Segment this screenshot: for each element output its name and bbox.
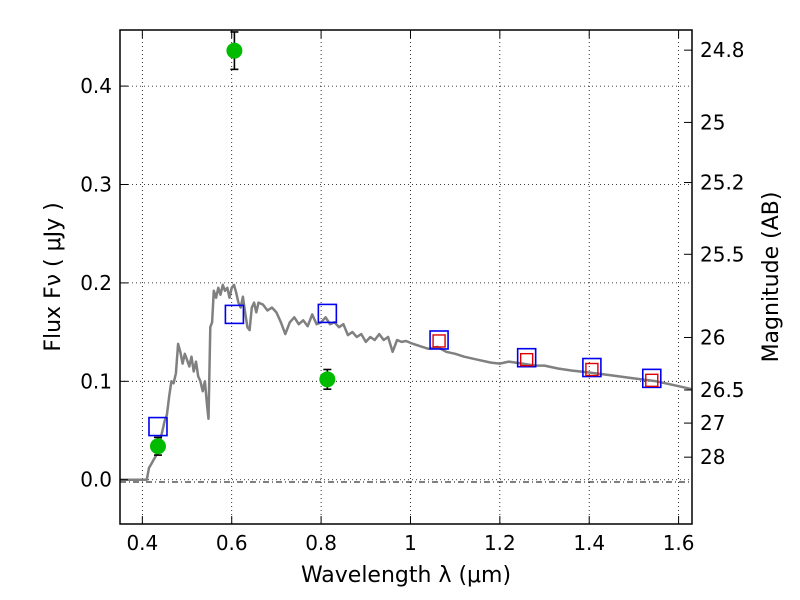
- x-axis-label: Wavelength λ (μm): [301, 563, 511, 588]
- x-tick-label: 0.4: [126, 531, 158, 555]
- green-point-marker: [319, 371, 336, 388]
- red-square-marker: [585, 362, 599, 377]
- y2-tick-label: 26: [700, 325, 725, 349]
- blue-square-marker: [429, 330, 449, 350]
- x-tick-label: 1: [404, 531, 417, 555]
- grid-layer: [120, 30, 692, 524]
- y-tick-label: 0.3: [80, 172, 112, 196]
- plot-frame: [119, 29, 693, 525]
- blue-square-marker: [516, 347, 537, 368]
- green-point-marker: [226, 42, 243, 59]
- x-tick-label: 1.6: [663, 531, 695, 555]
- blue-square-marker: [641, 368, 662, 389]
- y2-tick-label: 27: [700, 411, 725, 435]
- x-tick-label: 0.8: [305, 531, 337, 555]
- model-curve: [120, 283, 693, 481]
- x-tick-label: 0.6: [216, 531, 248, 555]
- y2-axis-label: Magnitude (AB): [759, 192, 784, 363]
- blue-square-marker: [148, 416, 168, 437]
- y-tick-label: 0.4: [80, 74, 112, 98]
- y2-tick-label: 24.8: [700, 38, 745, 62]
- marker-layer: [148, 31, 662, 456]
- red-square-marker: [645, 373, 659, 388]
- model-curve-layer: [120, 283, 693, 481]
- blue-square-marker: [317, 303, 338, 324]
- red-square-marker: [519, 352, 534, 367]
- y-tick-label: 0.0: [80, 468, 112, 492]
- axis-layer: 0.4 0.6 0.8 1 1.2 1.4 1.6 0.0 0.1 0.2 0.3 0.4 24.8 25…: [80, 30, 745, 555]
- x-tick-label: 1.2: [484, 531, 516, 555]
- y2-tick-label: 25.2: [700, 171, 745, 195]
- y2-tick-label: 25: [700, 110, 725, 134]
- blue-square-marker: [582, 357, 602, 378]
- y2-tick-label: 26.5: [700, 378, 745, 402]
- y-axis-label: Flux Fν ( μJy ): [41, 202, 66, 351]
- green-point-marker: [149, 438, 166, 455]
- x-tick-label: 1.4: [573, 531, 605, 555]
- y2-tick-label: 25.5: [700, 242, 745, 266]
- red-square-marker: [432, 334, 446, 348]
- blue-square-marker: [224, 304, 245, 325]
- y-tick-label: 0.1: [80, 369, 112, 393]
- y2-tick-label: 28: [700, 445, 725, 469]
- y-tick-label: 0.2: [80, 271, 112, 295]
